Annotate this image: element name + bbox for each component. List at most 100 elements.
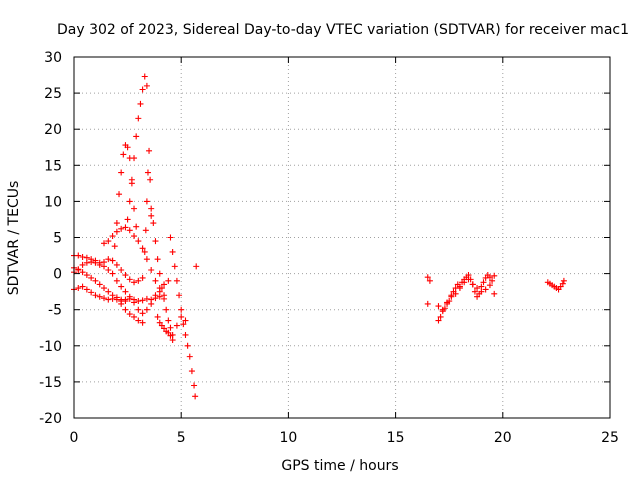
y-tick-label: 5: [53, 231, 62, 247]
data-point: [83, 272, 90, 279]
data-point: [139, 86, 146, 93]
data-point: [169, 337, 176, 344]
series-isolated-16h: [424, 300, 431, 307]
data-point: [109, 257, 116, 264]
data-point: [141, 248, 148, 255]
data-point: [118, 266, 125, 273]
data-point: [113, 228, 120, 235]
data-point: [478, 283, 485, 290]
axis-ticks: 0 5 10 15 20 25 30 25 20 15 10 5 0 -5 -10 -15 -20: [39, 50, 619, 446]
x-tick-label: 5: [177, 430, 186, 446]
x-tick-label: 10: [279, 430, 297, 446]
data-point: [135, 277, 142, 284]
data-point: [559, 280, 566, 287]
data-point: [113, 261, 120, 268]
data-point: [148, 212, 155, 219]
data-point: [126, 198, 133, 205]
series-arc-rising-peak-27: [124, 73, 150, 223]
data-point: [167, 324, 174, 331]
series-arc-4-6h-drop: [167, 234, 199, 400]
data-point: [161, 281, 168, 288]
data-point: [139, 245, 146, 252]
data-point: [182, 331, 189, 338]
data-point: [109, 295, 116, 302]
data-point: [171, 263, 178, 270]
data-point: [135, 115, 142, 122]
data-point: [109, 270, 116, 277]
data-point: [182, 317, 189, 324]
data-point: [75, 285, 82, 292]
data-point: [169, 248, 176, 255]
data-point: [131, 313, 138, 320]
data-point: [491, 272, 498, 279]
data-point: [126, 227, 133, 234]
data-point: [139, 319, 146, 326]
data-point: [118, 225, 125, 232]
data-point: [152, 277, 159, 284]
data-point: [96, 281, 103, 288]
x-tick-label: 0: [70, 430, 79, 446]
data-point: [147, 176, 154, 183]
data-point: [118, 283, 125, 290]
data-point: [444, 299, 451, 306]
data-point: [122, 224, 129, 231]
y-tick-label: -10: [39, 339, 62, 355]
data-point: [461, 279, 468, 286]
data-point: [469, 281, 476, 288]
data-point: [105, 256, 112, 263]
data-point: [154, 256, 161, 263]
data-point: [143, 256, 150, 263]
data-point: [560, 277, 567, 284]
x-tick-label: 15: [387, 430, 405, 446]
data-point: [83, 286, 90, 293]
data-point: [139, 274, 146, 281]
data-point: [79, 253, 86, 260]
series-arc-crossing-0-3h: [71, 256, 146, 286]
data-point: [135, 306, 142, 313]
data-point: [167, 332, 174, 339]
data-point: [88, 259, 95, 266]
data-point: [478, 288, 485, 295]
data-point: [118, 298, 125, 305]
data-point: [126, 295, 133, 302]
series-arc-spike-17: [141, 147, 155, 255]
series-arc-16-20h: [424, 272, 498, 324]
data-point: [435, 303, 442, 310]
y-tick-label: 25: [44, 86, 62, 102]
data-point: [452, 290, 459, 297]
data-points: [71, 73, 567, 400]
data-point: [173, 277, 180, 284]
data-point: [105, 288, 112, 295]
data-point: [165, 317, 172, 324]
data-point: [122, 306, 129, 313]
data-point: [143, 198, 150, 205]
y-tick-label: -5: [48, 303, 62, 319]
data-point: [180, 321, 187, 328]
series-arc-17-20h-lower: [435, 276, 498, 313]
data-point: [88, 274, 95, 281]
data-point: [176, 292, 183, 299]
series-arc-low-2-4h: [118, 292, 168, 305]
y-axis-label: SDTVAR / TECUs: [6, 181, 22, 296]
series-arc-22-23h: [544, 277, 567, 293]
data-point: [92, 259, 99, 266]
data-point: [122, 288, 129, 295]
data-point: [426, 277, 433, 284]
data-point: [133, 133, 140, 140]
data-point: [113, 294, 120, 301]
data-point: [79, 261, 86, 268]
data-point: [96, 261, 103, 268]
y-tick-label: 20: [44, 122, 62, 138]
data-point: [96, 293, 103, 300]
data-point: [105, 266, 112, 273]
data-point: [144, 169, 151, 176]
data-point: [101, 285, 108, 292]
data-point: [116, 191, 123, 198]
x-axis-label: GPS time / hours: [281, 458, 398, 474]
data-point: [143, 82, 150, 89]
data-point: [118, 169, 125, 176]
data-point: [122, 296, 129, 303]
data-point: [148, 205, 155, 212]
data-point: [156, 288, 163, 295]
data-point: [148, 296, 155, 303]
